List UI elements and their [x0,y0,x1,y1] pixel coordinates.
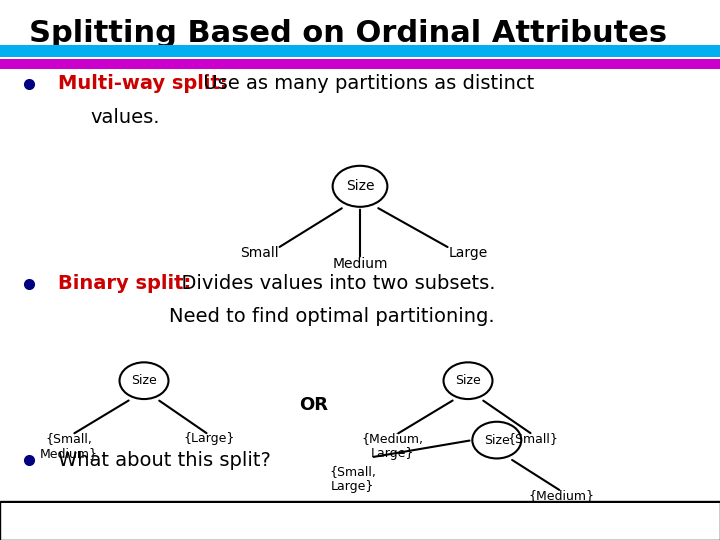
FancyBboxPatch shape [0,45,720,57]
Text: Size: Size [346,179,374,193]
Text: {Medium}: {Medium} [528,489,595,502]
Text: Use as many partitions as distinct: Use as many partitions as distinct [197,74,534,93]
Text: Multi-way split:: Multi-way split: [58,74,228,93]
FancyBboxPatch shape [0,501,720,540]
Text: 23: 23 [688,516,701,525]
Text: {Medium,
Large}: {Medium, Large} [361,432,423,460]
Text: {Small}: {Small} [508,432,558,445]
Text: {Large}: {Large} [183,432,235,445]
Text: What about this split?: What about this split? [58,450,271,470]
Text: Introduction to Data Mining: Introduction to Data Mining [238,516,381,525]
Text: values.: values. [90,107,160,127]
Text: Splitting Based on Ordinal Attributes: Splitting Based on Ordinal Attributes [29,19,667,48]
Text: OR: OR [299,396,328,414]
Text: Divides values into two subsets.: Divides values into two subsets. [169,274,495,293]
Text: Size: Size [484,434,510,447]
FancyBboxPatch shape [0,502,720,503]
Text: © Tan, Steinbach, Kumar: © Tan, Steinbach, Kumar [7,516,138,525]
Text: Need to find optimal partitioning.: Need to find optimal partitioning. [169,307,495,327]
FancyBboxPatch shape [0,59,720,69]
Text: Size: Size [131,374,157,387]
Text: {Small,
Medium}: {Small, Medium} [40,432,97,460]
Text: Medium: Medium [332,256,388,271]
Text: Small: Small [240,246,279,260]
Text: Binary split:: Binary split: [58,274,191,293]
Text: 4/18/2004: 4/18/2004 [576,516,629,525]
Text: Large: Large [449,246,487,260]
Text: {Small,
Large}: {Small, Large} [329,465,377,494]
Text: Size: Size [455,374,481,387]
